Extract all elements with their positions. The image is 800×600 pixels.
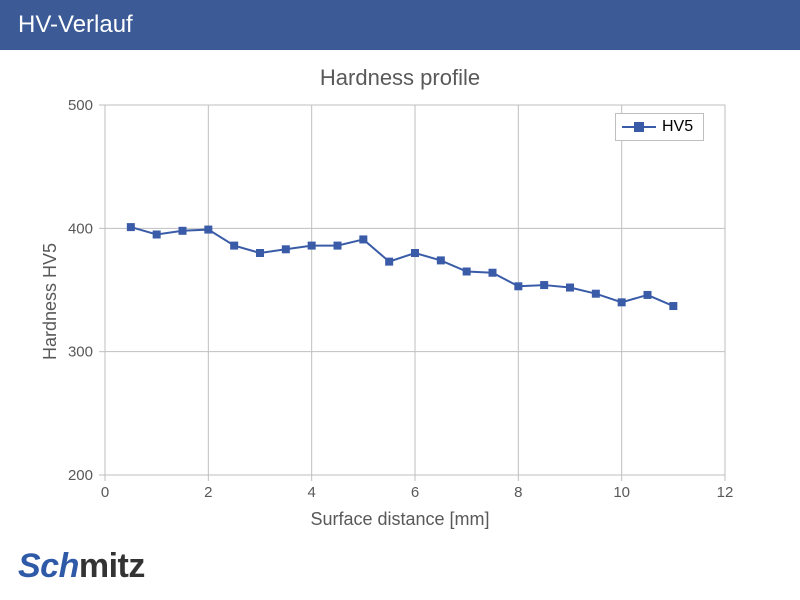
page-root: HV-Verlauf Hardness profile Hardness HV5… bbox=[0, 0, 800, 600]
hardness-chart: 200 300 400 500 0 2 4 6 8 10 12 bbox=[0, 0, 800, 600]
svg-text:200: 200 bbox=[68, 467, 93, 484]
brand-logo: Schmitz bbox=[18, 547, 145, 586]
svg-text:400: 400 bbox=[68, 220, 93, 237]
svg-text:10: 10 bbox=[613, 484, 630, 501]
svg-text:8: 8 bbox=[514, 484, 522, 501]
legend-label: HV5 bbox=[662, 118, 693, 136]
svg-text:6: 6 bbox=[411, 484, 419, 501]
legend-marker bbox=[634, 122, 644, 132]
svg-text:500: 500 bbox=[68, 97, 93, 114]
brand-suffix: mitz bbox=[79, 547, 145, 585]
svg-text:12: 12 bbox=[717, 484, 734, 501]
svg-text:2: 2 bbox=[204, 484, 212, 501]
brand-prefix: Sch bbox=[18, 547, 79, 585]
legend-swatch bbox=[622, 120, 656, 134]
chart-legend: HV5 bbox=[615, 113, 704, 141]
svg-text:300: 300 bbox=[68, 344, 93, 361]
svg-text:0: 0 bbox=[101, 484, 109, 501]
svg-text:4: 4 bbox=[307, 484, 315, 501]
